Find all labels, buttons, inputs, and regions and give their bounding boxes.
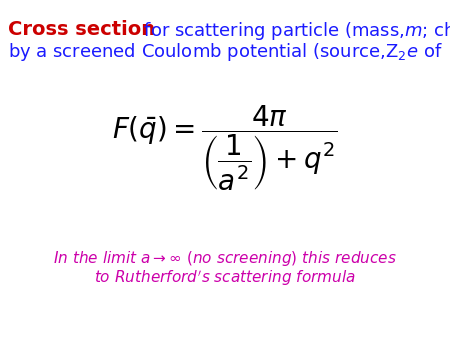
Text: by a screened Coulomb potential (source,Z$_2\mathit{e}$ of $\approx$infinite mas: by a screened Coulomb potential (source,… — [8, 41, 450, 63]
Text: for scattering particle (mass,$\mathit{m}$; charge, Z$_1\mathit{e}$): for scattering particle (mass,$\mathit{m… — [138, 20, 450, 42]
Text: $\it{to\ Rutherford' s\ scattering\ formula}$: $\it{to\ Rutherford' s\ scattering\ form… — [94, 268, 356, 288]
Text: $F(\bar{q}) = \dfrac{4\pi}{\left(\dfrac{1}{a^2}\right)+q^2}$: $F(\bar{q}) = \dfrac{4\pi}{\left(\dfrac{… — [112, 103, 338, 193]
Text: $\it{In\ the\ limit\ a}$$\to$$\infty$$\it{\ (no\ screening)\ this\ reduces}$: $\it{In\ the\ limit\ a}$$\to$$\infty$$\i… — [53, 248, 397, 267]
Text: Cross section: Cross section — [8, 20, 155, 39]
